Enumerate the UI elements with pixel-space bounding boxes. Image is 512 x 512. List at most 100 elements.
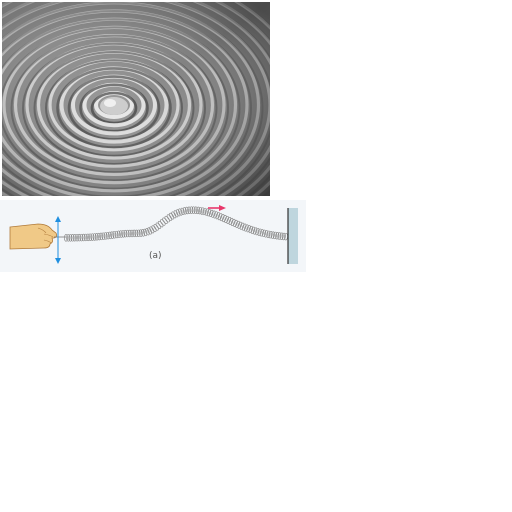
spring-coil <box>151 225 157 233</box>
spring-coil <box>125 229 130 238</box>
spring-coil <box>70 234 75 242</box>
spring-coil <box>178 208 183 216</box>
spring-coil <box>153 223 159 231</box>
spring-coil <box>248 225 254 234</box>
double-arrow-icon <box>55 216 61 264</box>
spring-coil <box>268 230 273 239</box>
spring-coil <box>211 210 216 218</box>
spring-coil <box>119 230 123 238</box>
spring-coil <box>279 232 284 240</box>
spring-coil <box>226 216 232 225</box>
spring-coil <box>244 224 249 232</box>
spring-coil <box>233 219 238 227</box>
spring-coil <box>193 206 198 214</box>
spring-coil <box>90 233 95 241</box>
spring-coil <box>114 230 119 239</box>
spring-coil <box>164 215 170 223</box>
spring-coil <box>222 214 227 223</box>
spring-coil <box>112 231 117 239</box>
spring-coil <box>230 218 236 226</box>
spring-coil <box>140 229 146 237</box>
spring-coil <box>281 232 286 241</box>
spring-icon <box>64 206 288 242</box>
spring-coil <box>149 226 155 234</box>
spring-coil <box>198 206 203 215</box>
spring-coil <box>219 214 225 222</box>
spring-coil <box>162 217 168 224</box>
spring-coil <box>68 234 73 242</box>
spring-coil <box>253 227 258 235</box>
spring-coil <box>261 229 267 238</box>
spring-coil <box>88 233 93 241</box>
water-ripple-photo <box>2 2 270 196</box>
spring-coil <box>72 234 77 242</box>
spring-coil <box>259 229 264 237</box>
spring-coil <box>215 212 221 220</box>
wall-icon <box>287 208 298 264</box>
spring-coil <box>123 229 128 238</box>
spring-coil <box>79 233 84 242</box>
spring-coil <box>239 222 245 230</box>
spring-coil <box>208 209 214 217</box>
spring-coil <box>86 233 90 242</box>
spring-coil <box>145 228 150 236</box>
spring-coil <box>191 206 196 214</box>
spring-coil <box>132 229 137 238</box>
spring-coil <box>235 220 240 228</box>
spring-coil <box>213 211 218 219</box>
spring-coil <box>275 232 280 240</box>
spring-coil <box>224 215 229 224</box>
spring-coil <box>77 233 82 242</box>
spring-coil <box>127 229 132 238</box>
spring-coil <box>155 222 162 229</box>
spring-wave-diagram: (a) <box>0 200 306 272</box>
spring-coil <box>171 211 177 219</box>
spring-coil <box>237 221 243 229</box>
spring-coil <box>206 209 212 217</box>
spring-coil <box>257 228 262 236</box>
spring-coil <box>97 232 101 241</box>
spring-coil <box>255 227 260 236</box>
hand-icon <box>9 223 58 250</box>
spring-coil <box>187 206 192 214</box>
spring-coil <box>217 213 223 221</box>
spring-coil <box>169 212 175 220</box>
spring-coil <box>143 228 148 237</box>
diagram-caption: (a) <box>149 251 162 261</box>
spring-coil <box>75 233 79 242</box>
spring-coil <box>204 208 209 216</box>
spring-coil <box>272 231 278 240</box>
spring-coil <box>99 232 104 241</box>
spring-coil <box>130 229 134 238</box>
spring-coil <box>228 217 234 225</box>
spring-coil <box>241 223 247 231</box>
spring-coil <box>157 220 164 228</box>
spring-coil <box>173 210 179 218</box>
spring-coil <box>138 229 143 237</box>
spring-coil <box>175 209 181 217</box>
spring-coil <box>108 231 112 240</box>
spring-coil <box>277 232 282 240</box>
spring-coil <box>64 234 68 242</box>
spring-coil <box>246 225 251 233</box>
spring-coil <box>202 207 207 216</box>
spring-coil <box>196 206 200 215</box>
spring-coil <box>147 227 152 235</box>
spring-coil <box>166 214 173 221</box>
spring-coil <box>200 207 205 215</box>
spring-coil <box>121 230 126 238</box>
propagation-arrow-icon <box>208 205 226 211</box>
water-sheen <box>2 2 270 196</box>
spring-coil <box>264 230 269 238</box>
spring-coil <box>189 206 194 214</box>
spring-coil <box>185 206 189 215</box>
spring-coil <box>182 207 187 215</box>
spring-coil <box>83 233 88 242</box>
spring-coil <box>110 231 115 239</box>
spring-coil <box>250 226 256 234</box>
spring-coil <box>66 234 71 242</box>
spring-coil <box>116 230 121 239</box>
spring-coil <box>266 230 271 238</box>
spring-coil <box>180 207 185 216</box>
spring-coil <box>81 233 86 242</box>
